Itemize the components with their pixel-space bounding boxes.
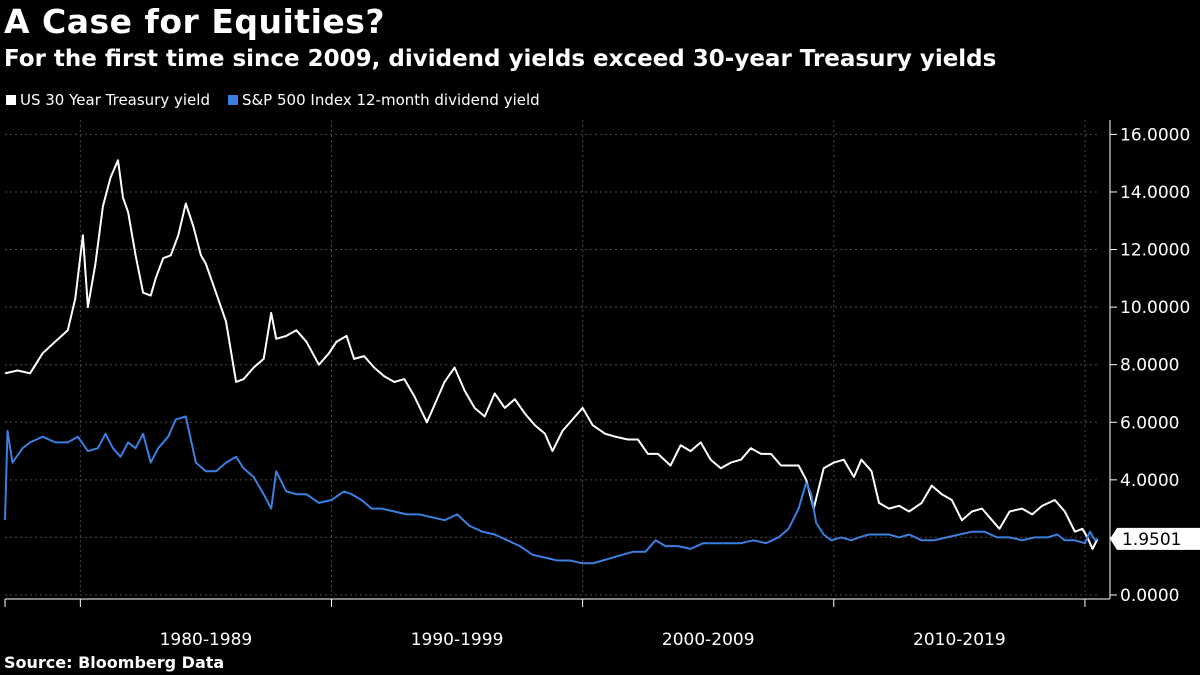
legend-item-treasury[interactable]: US 30 Year Treasury yield <box>6 91 210 109</box>
series-line-0 <box>4 159 1099 550</box>
series-line-1 <box>4 415 1098 565</box>
legend-label-dividend: S&P 500 Index 12-month dividend yield <box>241 91 540 109</box>
chart-title: A Case for Equities? <box>4 2 386 41</box>
chart-legend: US 30 Year Treasury yield S&P 500 Index … <box>6 91 558 109</box>
y-tick-label-5: 12.0000 <box>1120 241 1190 261</box>
y-tick-label-1: 4.0000 <box>1120 471 1179 491</box>
y-tick-label-4: 10.0000 <box>1120 298 1190 318</box>
x-category-label-2: 2000-2009 <box>662 630 755 650</box>
y-tick-label-0: 0.0000 <box>1120 586 1179 606</box>
chart-subtitle: For the first time since 2009, dividend … <box>4 46 997 72</box>
y-tick-label-2: 6.0000 <box>1120 413 1179 433</box>
legend-swatch-treasury <box>6 95 16 105</box>
x-category-label-1: 1990-1999 <box>411 630 504 650</box>
chart-source: Source: Bloomberg Data <box>4 653 225 672</box>
last-value-label: 1.9501 <box>1122 530 1181 550</box>
y-tick-label-6: 14.0000 <box>1120 183 1190 203</box>
legend-swatch-dividend <box>227 95 238 105</box>
last-value-marker <box>1110 527 1200 550</box>
legend-label-treasury: US 30 Year Treasury yield <box>20 91 210 109</box>
x-category-label-0: 1980-1989 <box>160 630 253 650</box>
y-tick-label-3: 8.0000 <box>1120 356 1179 376</box>
y-tick-label-7: 16.0000 <box>1120 125 1190 145</box>
legend-item-dividend[interactable]: S&P 500 Index 12-month dividend yield <box>227 91 540 109</box>
x-category-label-3: 2010-2019 <box>913 630 1006 650</box>
